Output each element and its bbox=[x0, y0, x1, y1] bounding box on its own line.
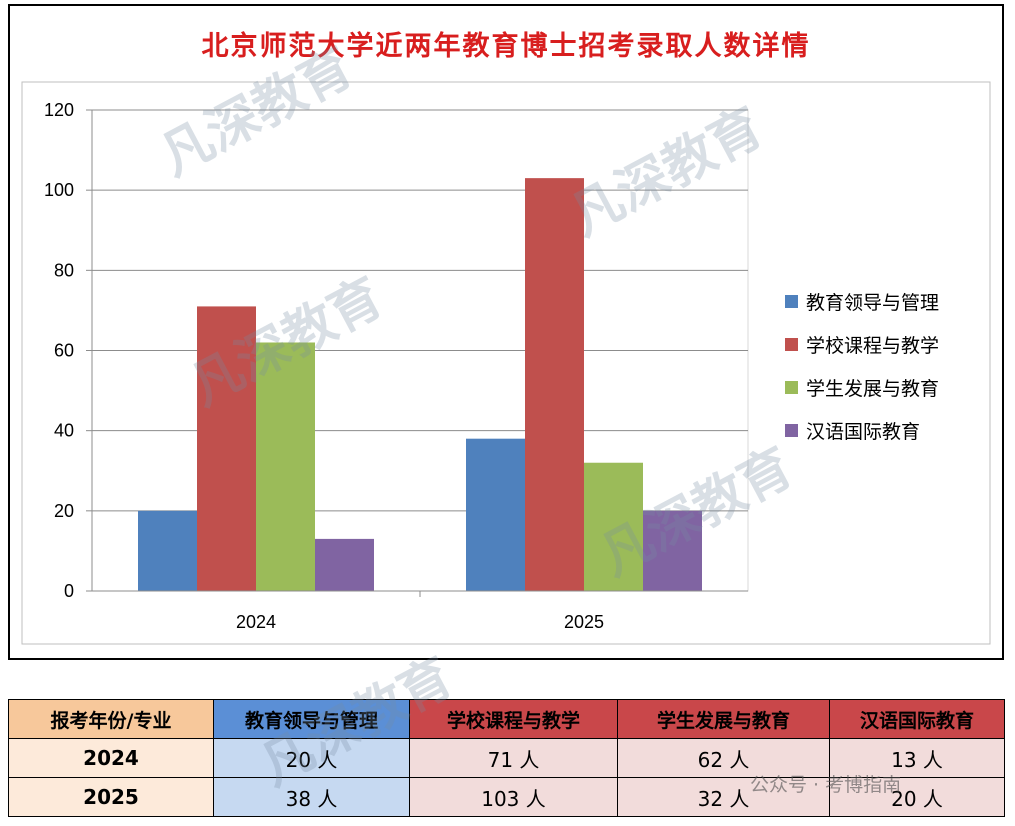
y-tick-label: 20 bbox=[54, 501, 74, 521]
bar bbox=[525, 178, 584, 591]
table-cell: 20 人 bbox=[829, 777, 1005, 817]
table-header-cell: 学生发展与教育 bbox=[617, 699, 830, 739]
y-tick-label: 120 bbox=[44, 100, 74, 120]
table-cell: 71 人 bbox=[409, 738, 618, 778]
x-tick-label: 2025 bbox=[564, 612, 604, 632]
legend-swatch bbox=[785, 295, 798, 308]
table-year-cell: 2025 bbox=[8, 777, 214, 817]
y-tick-label: 80 bbox=[54, 260, 74, 280]
table-year-cell: 2024 bbox=[8, 738, 214, 778]
y-tick-label: 40 bbox=[54, 421, 74, 441]
table-row: 2024 20 人 71 人 62 人 13 人 bbox=[8, 738, 1005, 778]
bar bbox=[584, 462, 643, 591]
bar bbox=[138, 510, 197, 591]
y-tick-label: 100 bbox=[44, 180, 74, 200]
bar bbox=[643, 510, 702, 591]
bar bbox=[315, 538, 374, 591]
y-tick-label: 60 bbox=[54, 341, 74, 361]
bars bbox=[138, 178, 702, 591]
legend-label: 教育领导与管理 bbox=[806, 292, 939, 314]
bar bbox=[256, 342, 315, 591]
table-cell: 38 人 bbox=[213, 777, 410, 817]
legend-swatch bbox=[785, 338, 798, 351]
legend-label: 学校课程与教学 bbox=[806, 335, 939, 357]
bar bbox=[197, 306, 256, 591]
chart-inner-border bbox=[21, 81, 991, 645]
axes: 0 20 40 60 80 100 120 2024 2025 bbox=[44, 100, 748, 632]
table-header-cell: 汉语国际教育 bbox=[829, 699, 1005, 739]
legend-swatch bbox=[785, 381, 798, 394]
table-cell: 20 人 bbox=[213, 738, 410, 778]
credit-text: 公众号 · 考博指南 bbox=[750, 774, 902, 796]
x-tick-label: 2024 bbox=[236, 612, 276, 632]
table-header-cell: 报考年份/专业 bbox=[8, 699, 214, 739]
y-tick-label: 0 bbox=[64, 581, 74, 601]
table-cell: 103 人 bbox=[409, 777, 618, 817]
legend-swatch bbox=[785, 424, 798, 437]
table-header-cell: 教育领导与管理 bbox=[213, 699, 410, 739]
bar-chart: 0 20 40 60 80 100 120 2024 2025 教育领导与管理学校课程与教学学生… bbox=[21, 81, 991, 645]
table-cell: 62 人 bbox=[617, 738, 830, 778]
chart-title: 北京师范大学近两年教育博士招考录取人数详情 bbox=[201, 31, 811, 62]
table-cell: 32 人 bbox=[617, 777, 830, 817]
bar bbox=[466, 438, 525, 591]
data-table: 报考年份/专业 教育领导与管理 学校课程与教学 学生发展与教育 汉语国际教育 2… bbox=[8, 699, 1005, 817]
table-row: 2025 38 人 103 人 32 人 20 人 bbox=[8, 777, 1005, 817]
legend-label: 汉语国际教育 bbox=[806, 421, 920, 443]
table-cell: 13 人 bbox=[829, 738, 1005, 778]
table-header-cell: 学校课程与教学 bbox=[409, 699, 618, 739]
legend-label: 学生发展与教育 bbox=[806, 378, 939, 400]
table-header-row: 报考年份/专业 教育领导与管理 学校课程与教学 学生发展与教育 汉语国际教育 bbox=[8, 699, 1005, 739]
